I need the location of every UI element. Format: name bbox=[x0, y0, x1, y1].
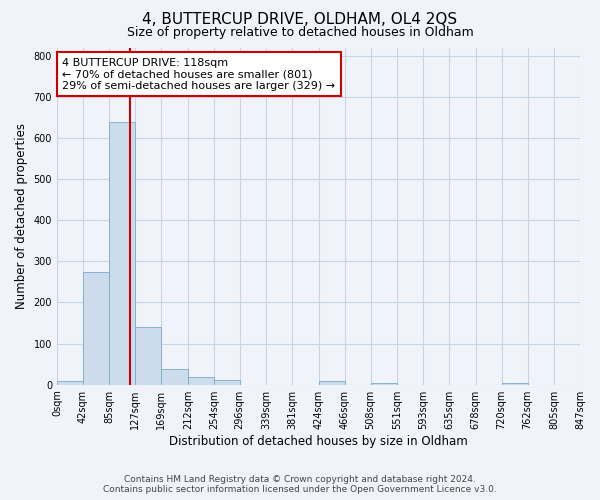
Bar bbox=[83, 272, 109, 384]
Bar bbox=[502, 382, 527, 384]
Bar bbox=[188, 378, 214, 384]
Bar bbox=[136, 327, 161, 384]
Bar bbox=[319, 382, 345, 384]
Bar bbox=[109, 122, 136, 384]
Bar bbox=[57, 382, 83, 384]
Text: 4, BUTTERCUP DRIVE, OLDHAM, OL4 2QS: 4, BUTTERCUP DRIVE, OLDHAM, OL4 2QS bbox=[142, 12, 458, 28]
Text: 4 BUTTERCUP DRIVE: 118sqm
← 70% of detached houses are smaller (801)
29% of semi: 4 BUTTERCUP DRIVE: 118sqm ← 70% of detac… bbox=[62, 58, 335, 91]
X-axis label: Distribution of detached houses by size in Oldham: Distribution of detached houses by size … bbox=[169, 434, 468, 448]
Text: Size of property relative to detached houses in Oldham: Size of property relative to detached ho… bbox=[127, 26, 473, 39]
Bar bbox=[161, 369, 188, 384]
Y-axis label: Number of detached properties: Number of detached properties bbox=[15, 123, 28, 309]
Bar bbox=[371, 382, 397, 384]
Text: Contains HM Land Registry data © Crown copyright and database right 2024.
Contai: Contains HM Land Registry data © Crown c… bbox=[103, 474, 497, 494]
Bar bbox=[214, 380, 240, 384]
